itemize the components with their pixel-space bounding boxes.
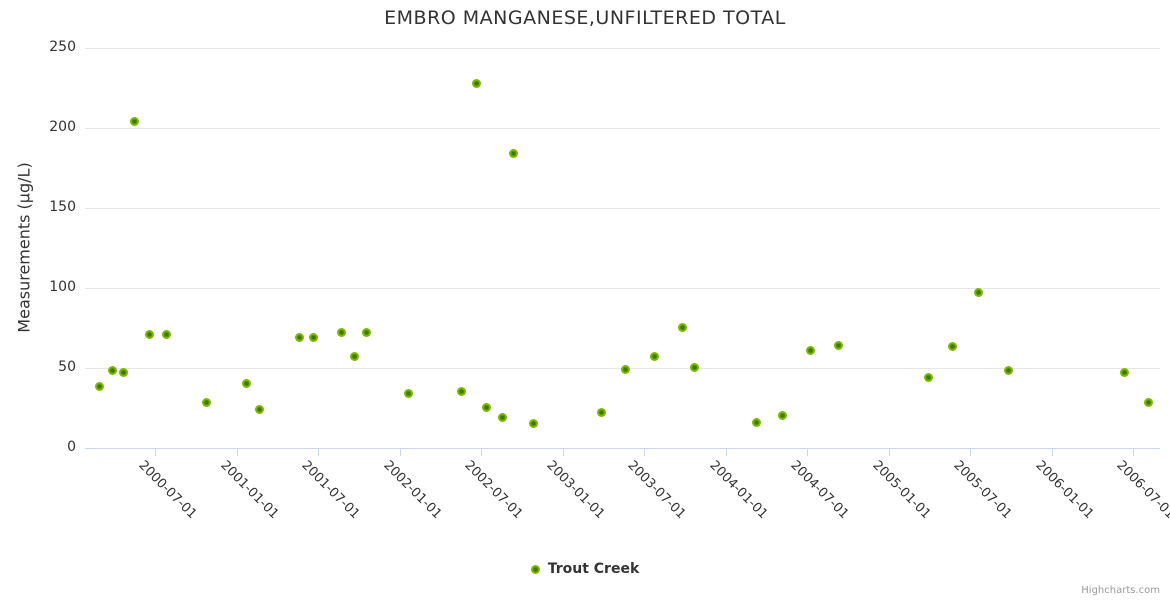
x-axis-tick [400, 447, 402, 456]
x-axis-label: 2006-07-01 [1113, 458, 1170, 523]
x-axis-tick [317, 447, 319, 456]
data-point[interactable] [201, 398, 211, 408]
data-point[interactable] [597, 408, 607, 418]
x-axis-tick [807, 447, 809, 456]
x-axis-line [85, 447, 1160, 449]
x-axis-tick [725, 447, 727, 456]
data-point[interactable] [833, 340, 843, 350]
data-point[interactable] [509, 149, 519, 159]
data-point[interactable] [350, 352, 360, 362]
data-point[interactable] [242, 379, 252, 389]
x-axis-tick [1133, 447, 1134, 456]
y-axis-label: 50 [58, 358, 76, 375]
data-point[interactable] [621, 364, 631, 374]
gridline [85, 287, 1160, 289]
data-point[interactable] [108, 366, 118, 376]
gridline [85, 127, 1160, 129]
x-axis-label: 2001-07-01 [298, 458, 363, 523]
data-point[interactable] [481, 403, 491, 413]
x-axis-label: 2005-01-01 [869, 458, 934, 523]
x-axis-label: 2006-01-01 [1032, 458, 1097, 523]
data-point[interactable] [778, 411, 788, 421]
x-axis-label: 2002-07-01 [461, 458, 526, 523]
data-point[interactable] [254, 404, 264, 414]
data-point[interactable] [95, 382, 105, 392]
x-axis-label: 2003-01-01 [543, 458, 608, 523]
x-axis-label: 2004-01-01 [706, 458, 771, 523]
data-point[interactable] [1143, 398, 1153, 408]
gridline [85, 48, 1160, 49]
data-point[interactable] [403, 388, 413, 398]
data-point[interactable] [497, 412, 507, 422]
y-axis-title: Measurements (µg/L) [14, 162, 34, 333]
x-axis-label: 2002-01-01 [380, 458, 445, 523]
data-point[interactable] [649, 352, 659, 362]
y-axis-label: 150 [49, 198, 76, 215]
data-point[interactable] [456, 387, 466, 397]
legend-label: Trout Creek [547, 561, 640, 577]
data-point[interactable] [294, 332, 304, 342]
x-axis-label: 2005-07-01 [950, 458, 1015, 523]
x-axis-tick [889, 447, 891, 456]
x-axis-label: 2004-07-01 [787, 458, 852, 523]
x-axis-tick [480, 447, 482, 456]
y-axis-label: 250 [49, 39, 76, 55]
gridline [85, 207, 1160, 209]
data-point[interactable] [805, 345, 815, 355]
x-axis-tick [155, 447, 156, 456]
data-point[interactable] [362, 328, 372, 338]
data-point[interactable] [751, 417, 761, 427]
x-axis-tick [643, 447, 645, 456]
y-axis-label: 0 [67, 438, 76, 455]
x-axis-tick [970, 447, 972, 456]
x-axis-tick [237, 447, 239, 456]
data-point[interactable] [924, 372, 934, 382]
data-point[interactable] [472, 78, 482, 88]
x-axis-label: 2000-07-01 [135, 458, 200, 523]
data-point[interactable] [309, 332, 319, 342]
data-point[interactable] [1004, 366, 1014, 376]
x-axis-label: 2003-07-01 [624, 458, 689, 523]
x-axis-tick [562, 447, 564, 456]
data-point[interactable] [129, 117, 139, 127]
data-point[interactable] [119, 368, 129, 378]
data-point[interactable] [1120, 368, 1130, 378]
highcharts-credits-link[interactable]: Highcharts.com [1081, 585, 1160, 596]
data-point[interactable] [336, 328, 346, 338]
data-point[interactable] [948, 342, 958, 352]
data-point[interactable] [144, 329, 154, 339]
data-point[interactable] [690, 363, 700, 373]
chart-title: EMBRO MANGANESE,UNFILTERED TOTAL [384, 7, 786, 29]
data-point[interactable] [161, 329, 171, 339]
x-axis-label: 2001-01-01 [217, 458, 282, 523]
legend-marker-icon [530, 564, 540, 574]
data-point[interactable] [677, 323, 687, 333]
y-axis-label: 100 [49, 278, 76, 295]
data-point[interactable] [974, 288, 984, 298]
x-axis-tick [1052, 447, 1054, 456]
y-axis-label: 200 [49, 118, 76, 135]
data-point[interactable] [528, 419, 538, 429]
legend-item-trout-creek[interactable]: Trout Creek [0, 561, 1170, 577]
